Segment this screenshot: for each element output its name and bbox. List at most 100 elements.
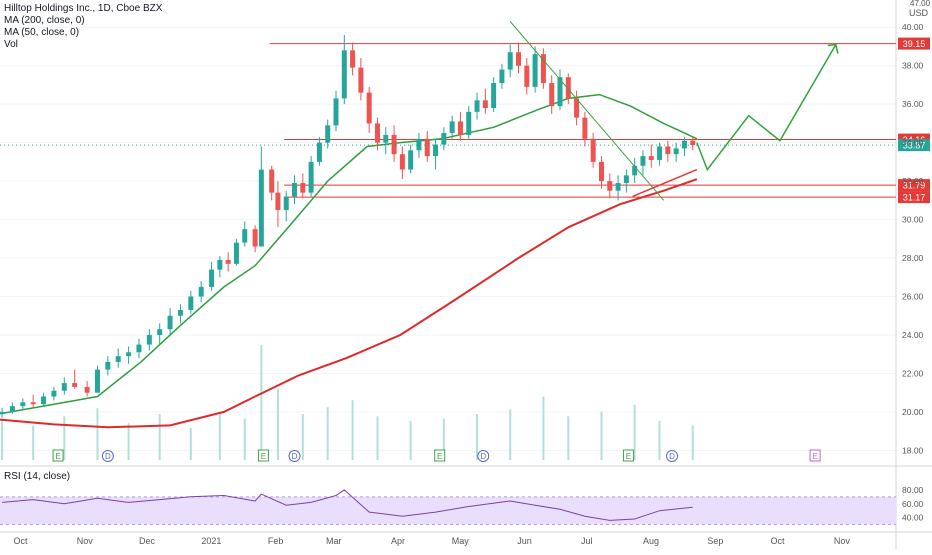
- rsi-legend[interactable]: RSI (14, close): [4, 471, 71, 482]
- dividend-marker: [288, 450, 301, 462]
- volume-bar: [32, 425, 35, 460]
- time-tick-label: Nov: [77, 536, 94, 546]
- candle-body: [424, 138, 430, 157]
- candle-body: [690, 140, 696, 146]
- volume-bar: [301, 414, 304, 460]
- projection-path: [696, 44, 837, 172]
- candle-body: [549, 83, 555, 107]
- volume-bar: [243, 418, 246, 460]
- candle-body: [582, 117, 588, 139]
- candle-body: [499, 69, 505, 84]
- price-tick-label: 36.00: [902, 99, 924, 109]
- volume-bar: [442, 418, 445, 460]
- candle-body: [433, 144, 439, 157]
- candle-body: [217, 259, 223, 270]
- candle-body: [283, 196, 289, 210]
- event-marker-label: E: [437, 452, 442, 461]
- candle-body: [157, 329, 163, 335]
- candle-body: [416, 138, 422, 151]
- legend-title[interactable]: Hilltop Holdings Inc., 1D, Cboe BZX: [4, 3, 163, 14]
- candle-body: [225, 259, 231, 264]
- legend-ma50[interactable]: MA (50, close, 0): [4, 27, 80, 38]
- legend-ma200[interactable]: MA (200, close, 0): [4, 15, 85, 26]
- event-marker-label: E: [261, 452, 266, 461]
- drawings: [509, 21, 839, 201]
- candle-body: [673, 148, 679, 155]
- price-tick-label: 26.00: [902, 292, 924, 302]
- ma200-line: [0, 178, 698, 429]
- candle-body: [209, 269, 215, 287]
- volume-bar: [63, 416, 66, 460]
- price-tick-label: 24.00: [902, 330, 924, 340]
- time-tick-label: Sep: [707, 536, 723, 546]
- candle-body: [374, 123, 380, 143]
- earnings-marker: [434, 449, 446, 462]
- candle-body: [341, 50, 347, 99]
- candle-body: [84, 386, 90, 393]
- price-tick-label: 22.00: [902, 368, 924, 378]
- candle-body: [300, 183, 306, 193]
- currency-label[interactable]: USD: [908, 8, 928, 18]
- time-tick-label: Oct: [771, 536, 786, 546]
- event-marker-label: D: [480, 452, 486, 461]
- candle-body: [72, 383, 78, 387]
- candle-body: [532, 54, 538, 87]
- candle-body: [391, 134, 397, 155]
- time-tick-label: 2021: [201, 536, 221, 546]
- level-label-bg: [898, 191, 930, 204]
- candle-body: [0, 411, 5, 414]
- price-tick-label: 18.00: [902, 445, 924, 455]
- volume-bar: [326, 407, 329, 460]
- candle-body: [198, 286, 204, 297]
- time-tick-label: May: [452, 536, 470, 546]
- candle-body: [574, 98, 580, 118]
- event-marker-label: D: [292, 452, 298, 461]
- rsi-tick-label: 80.00: [902, 485, 924, 495]
- rsi-band-fill: [0, 496, 896, 525]
- volume-bar: [567, 416, 570, 460]
- volume-bar: [260, 345, 263, 460]
- level-label: 31.17: [903, 193, 926, 203]
- price-axis: 47.00 40.00 38.00 36.00 34.00 32.00 30.00 28.00…: [902, 0, 931, 523]
- candle-body: [648, 156, 654, 160]
- time-tick-label: Oct: [14, 536, 29, 546]
- volume-bar: [542, 396, 545, 460]
- time-tick-label: Feb: [268, 536, 284, 546]
- level-label-bg: [898, 37, 930, 50]
- event-marker-label: E: [812, 452, 817, 461]
- time-tick-label: Mar: [326, 536, 342, 546]
- event-marker-label: E: [626, 452, 631, 461]
- event-marker-label: D: [105, 452, 111, 461]
- price-tick-label: 40.00: [902, 22, 924, 32]
- candle-body: [325, 125, 331, 143]
- last-price-bg: [898, 139, 930, 152]
- candle-body: [657, 146, 663, 160]
- candle-body: [51, 390, 57, 397]
- candle-body: [167, 315, 173, 330]
- candle-body: [308, 161, 314, 193]
- candle-body: [681, 140, 687, 149]
- ma50-line: [0, 93, 698, 415]
- candle-body: [665, 146, 671, 155]
- candle-body: [482, 100, 488, 109]
- candle-body: [20, 402, 26, 407]
- candle-body: [491, 83, 497, 109]
- candle-body: [457, 121, 463, 135]
- last-price-label: 33.87: [903, 141, 926, 151]
- earnings-marker: [52, 449, 64, 462]
- volume-bar: [376, 416, 379, 460]
- candle-body: [242, 229, 248, 243]
- volume-bar: [276, 388, 279, 460]
- volume-bar: [158, 414, 161, 460]
- legend-vol[interactable]: Vol: [4, 39, 18, 50]
- time-tick-label: Jul: [581, 536, 593, 546]
- volume-bar: [476, 414, 479, 460]
- candle-body: [441, 133, 447, 145]
- projection-arrowhead: [827, 43, 839, 54]
- candle-body: [565, 77, 571, 99]
- candle-body: [9, 406, 15, 412]
- volume-bar: [218, 411, 221, 460]
